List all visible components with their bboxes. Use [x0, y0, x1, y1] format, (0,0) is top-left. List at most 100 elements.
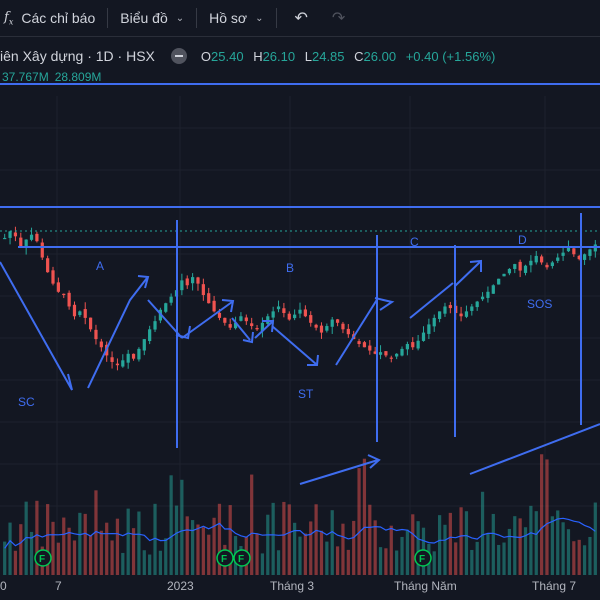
- volume-bar: [121, 552, 125, 575]
- earnings-marker[interactable]: [216, 549, 234, 567]
- time-tick: Tháng 3: [270, 579, 315, 593]
- candle-body: [556, 257, 560, 261]
- volume-bar: [137, 511, 141, 575]
- toolbar-separator: [275, 8, 277, 28]
- volume-bar: [99, 530, 103, 575]
- volume-bar: [540, 454, 544, 575]
- volume-bar: [416, 521, 420, 575]
- candle-body: [400, 348, 404, 356]
- volume-bar: [67, 527, 71, 575]
- trend-arrow[interactable]: [454, 261, 481, 287]
- chart-type-dropdown[interactable]: Biểu đồ ⌄: [112, 0, 192, 36]
- chevron-down-icon: ⌄: [175, 12, 185, 24]
- volume-bar: [475, 541, 479, 575]
- volume-bar: [362, 458, 367, 575]
- wyckoff-drawings[interactable]: [0, 83, 600, 485]
- candle-body: [201, 284, 205, 296]
- trend-arrow[interactable]: [254, 321, 273, 339]
- volume-bar: [72, 540, 77, 575]
- earnings-marker[interactable]: [233, 549, 251, 567]
- volume-trend-arrow[interactable]: [469, 423, 600, 475]
- chart-grid: [0, 96, 600, 575]
- candle-body: [255, 327, 259, 330]
- trend-arrow[interactable]: [409, 282, 454, 319]
- time-axis[interactable]: 0 7 2023 Tháng 3 Tháng Năm Tháng 7: [0, 575, 600, 600]
- profile-dropdown[interactable]: Hồ sơ ⌄: [201, 0, 271, 36]
- candle-body: [62, 293, 66, 296]
- volume-bar: [19, 524, 23, 575]
- candle-body: [276, 306, 281, 310]
- undo-icon[interactable]: ↶: [294, 10, 308, 27]
- volume-bar: [507, 528, 512, 575]
- arrow-head: [175, 325, 191, 340]
- earnings-marker[interactable]: [414, 549, 432, 567]
- candle-body: [282, 308, 286, 313]
- candle-body: [13, 232, 18, 237]
- candle-body: [346, 328, 350, 335]
- volume-ma-value: 28.809M: [54, 70, 102, 84]
- earnings-marker[interactable]: [34, 549, 52, 567]
- candle-body: [126, 353, 130, 363]
- redo-icon[interactable]: ↷: [331, 10, 346, 27]
- trend-arrow[interactable]: [271, 325, 317, 365]
- volume-bar: [105, 522, 109, 575]
- volume-bar: [78, 512, 82, 575]
- trend-arrow[interactable]: [0, 261, 73, 391]
- candle-body: [131, 353, 136, 359]
- candle-body: [99, 341, 103, 348]
- candle-body: [46, 258, 50, 273]
- trend-arrow[interactable]: [231, 317, 251, 341]
- volume-bar: [400, 536, 404, 575]
- event-markers[interactable]: F F F F: [34, 549, 432, 567]
- candle-body: [502, 273, 506, 277]
- trend-arrow[interactable]: [335, 297, 379, 366]
- volume-bar: [201, 527, 205, 575]
- candle-body: [298, 309, 302, 314]
- volume-bar: [83, 513, 87, 575]
- trend-arrow[interactable]: [181, 301, 233, 339]
- trend-arrow[interactable]: [147, 299, 183, 339]
- arrow-head: [137, 275, 150, 289]
- arrow-head: [469, 259, 482, 272]
- volume-bar: [196, 524, 200, 575]
- candle-body: [164, 303, 168, 312]
- candle-body: [486, 291, 490, 298]
- candle-body: [507, 268, 512, 274]
- volume-bar: [266, 514, 270, 575]
- time-tick: Tháng 7: [532, 579, 577, 593]
- volume-bar: [572, 541, 576, 575]
- candle-body: [239, 316, 243, 321]
- volume-bar: [217, 503, 222, 575]
- candle-body: [3, 237, 7, 240]
- volume-trend-arrow[interactable]: [299, 459, 379, 485]
- volume-ma-line: [4, 517, 596, 549]
- volume-bar: [228, 505, 232, 575]
- candle-body: [217, 312, 222, 318]
- hide-indicator-button[interactable]: [170, 48, 187, 64]
- trend-arrow[interactable]: [87, 277, 148, 389]
- candle-body: [384, 351, 388, 356]
- volume-bar: [29, 531, 34, 575]
- price-chart[interactable]: SC A B ST C D SOS F F F F: [0, 0, 600, 575]
- indicators-button[interactable]: fx Các chỉ báo: [0, 0, 103, 36]
- candle-body: [196, 277, 200, 284]
- volume-bar: [88, 535, 93, 575]
- arrow-head: [374, 297, 395, 311]
- volume-bar: [110, 540, 114, 575]
- arrow-head: [221, 299, 235, 313]
- candle-body: [148, 329, 152, 342]
- candle-body: [212, 300, 216, 312]
- candle-body: [357, 341, 361, 344]
- candle-body: [185, 278, 189, 286]
- arrow-head: [262, 320, 275, 333]
- candle-body: [416, 340, 420, 349]
- volume-bar: [523, 527, 528, 575]
- candle-body: [405, 344, 409, 350]
- low-label: L: [304, 48, 312, 64]
- open-value: 25.40: [211, 48, 244, 64]
- candle-body: [362, 342, 367, 348]
- volume-bar: [502, 542, 506, 575]
- candle-body: [51, 270, 55, 284]
- volume-bar: [293, 522, 297, 575]
- arrow-head: [367, 454, 381, 469]
